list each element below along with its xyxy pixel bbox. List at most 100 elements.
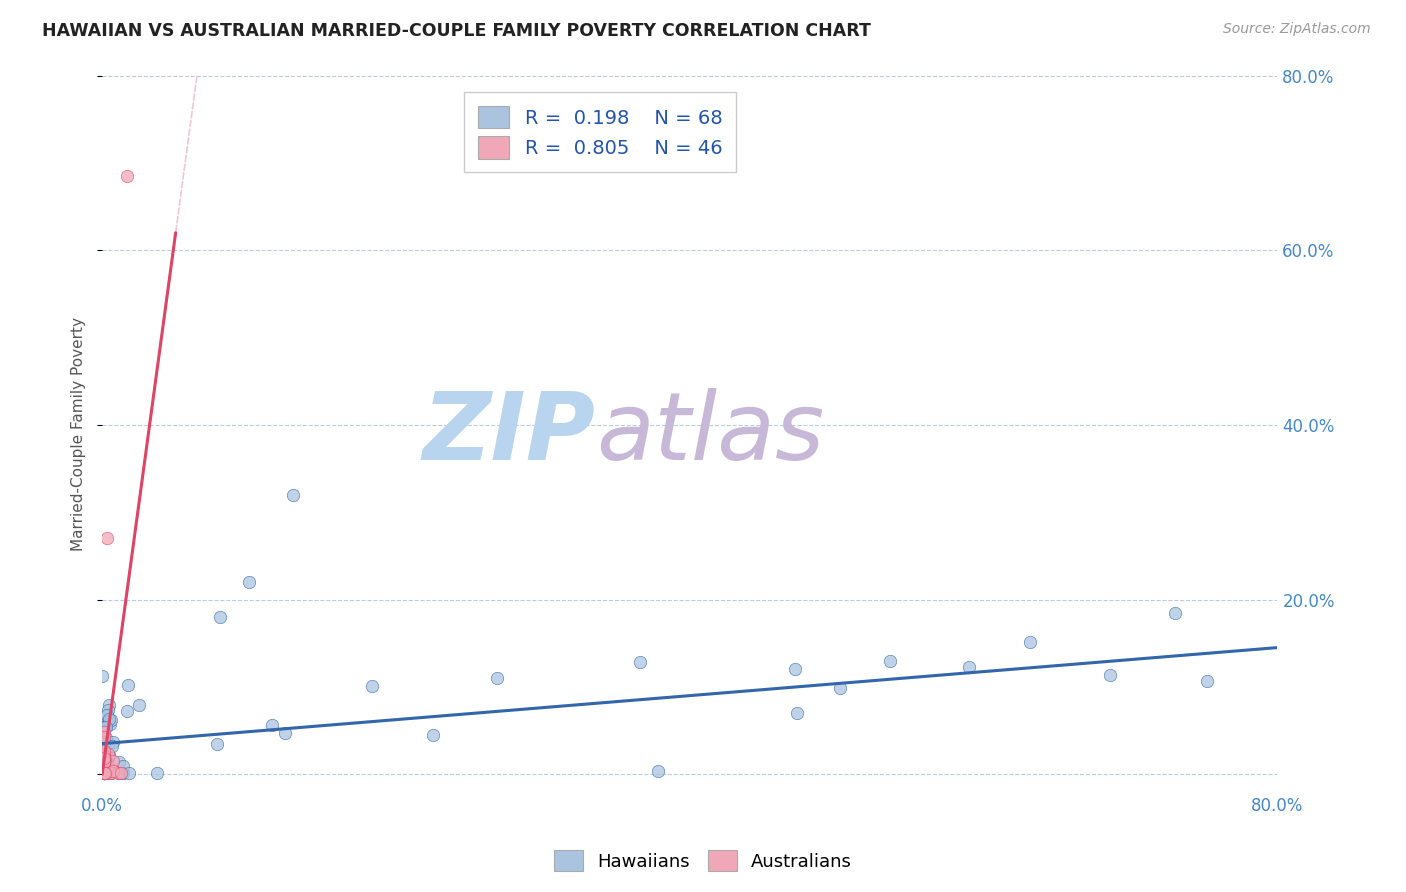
Point <box>93 766 115 780</box>
Point <box>205 737 228 751</box>
Legend: R =  0.198    N = 68, R =  0.805    N = 46: R = 0.198 N = 68, R = 0.805 N = 46 <box>464 93 735 172</box>
Point <box>93 748 115 763</box>
Point <box>93 753 115 767</box>
Point <box>93 766 115 780</box>
Point <box>91 720 114 734</box>
Point <box>94 754 117 768</box>
Point <box>94 731 117 746</box>
Point <box>93 766 115 780</box>
Point <box>100 713 122 727</box>
Point <box>93 766 115 780</box>
Text: atlas: atlas <box>596 388 824 479</box>
Point <box>91 766 114 780</box>
Point <box>98 764 121 779</box>
Point <box>91 739 114 754</box>
Point <box>786 706 808 720</box>
Point <box>146 766 169 780</box>
Point <box>107 756 129 770</box>
Point <box>117 766 139 780</box>
Point <box>128 698 150 713</box>
Point <box>91 731 114 745</box>
Point <box>93 744 115 758</box>
Point <box>91 762 114 776</box>
Point <box>112 766 135 780</box>
Point <box>93 751 115 765</box>
Point <box>111 759 134 773</box>
Point <box>93 724 115 739</box>
Point <box>93 755 115 769</box>
Point <box>93 747 115 762</box>
Point <box>91 731 114 745</box>
Text: ZIP: ZIP <box>423 388 596 480</box>
Point <box>97 747 120 761</box>
Point <box>97 703 120 717</box>
Point <box>1098 667 1121 681</box>
Point <box>117 678 139 692</box>
Point <box>101 754 124 768</box>
Point <box>91 669 114 683</box>
Point <box>100 766 122 780</box>
Point <box>94 751 117 765</box>
Point <box>101 764 124 779</box>
Point <box>117 704 139 718</box>
Point <box>101 763 124 777</box>
Point <box>96 766 118 780</box>
Point <box>93 766 115 780</box>
Point <box>91 724 114 739</box>
Point <box>91 754 114 768</box>
Point <box>93 766 115 780</box>
Point <box>94 754 117 768</box>
Point <box>93 766 115 780</box>
Point <box>91 766 114 780</box>
Point <box>96 707 118 722</box>
Point <box>93 766 115 780</box>
Y-axis label: Married-Couple Family Poverty: Married-Couple Family Poverty <box>72 317 86 550</box>
Point <box>93 766 115 780</box>
Point <box>97 712 120 726</box>
Point <box>107 766 129 780</box>
Point <box>97 698 120 712</box>
Point <box>260 718 283 732</box>
Point <box>93 766 115 780</box>
Point <box>94 747 117 762</box>
Text: HAWAIIAN VS AUSTRALIAN MARRIED-COUPLE FAMILY POVERTY CORRELATION CHART: HAWAIIAN VS AUSTRALIAN MARRIED-COUPLE FA… <box>42 22 872 40</box>
Point <box>274 726 297 740</box>
Point <box>283 488 305 502</box>
Point <box>360 679 382 693</box>
Point <box>103 735 125 749</box>
Point <box>93 766 115 780</box>
Point <box>93 766 115 780</box>
Point <box>93 766 115 780</box>
Point <box>93 766 115 780</box>
Point <box>93 766 115 780</box>
Text: Source: ZipAtlas.com: Source: ZipAtlas.com <box>1223 22 1371 37</box>
Point <box>93 747 115 761</box>
Point <box>107 766 129 780</box>
Point <box>94 766 117 780</box>
Point <box>93 757 115 772</box>
Point <box>91 727 114 741</box>
Point <box>208 610 231 624</box>
Point <box>93 764 115 779</box>
Point <box>485 671 508 685</box>
Point <box>93 766 115 780</box>
Point <box>959 660 981 674</box>
Point <box>1018 635 1040 649</box>
Point <box>97 748 120 763</box>
Point <box>93 766 115 780</box>
Point <box>96 532 118 546</box>
Point <box>93 757 115 772</box>
Point <box>93 754 115 768</box>
Point <box>93 766 115 780</box>
Point <box>879 654 901 668</box>
Point <box>91 766 114 780</box>
Point <box>100 766 122 780</box>
Point <box>238 575 260 590</box>
Point <box>94 720 117 734</box>
Point <box>422 728 444 742</box>
Point <box>115 169 138 183</box>
Point <box>783 662 806 676</box>
Point <box>93 734 115 748</box>
Point <box>647 764 669 779</box>
Point <box>94 766 117 780</box>
